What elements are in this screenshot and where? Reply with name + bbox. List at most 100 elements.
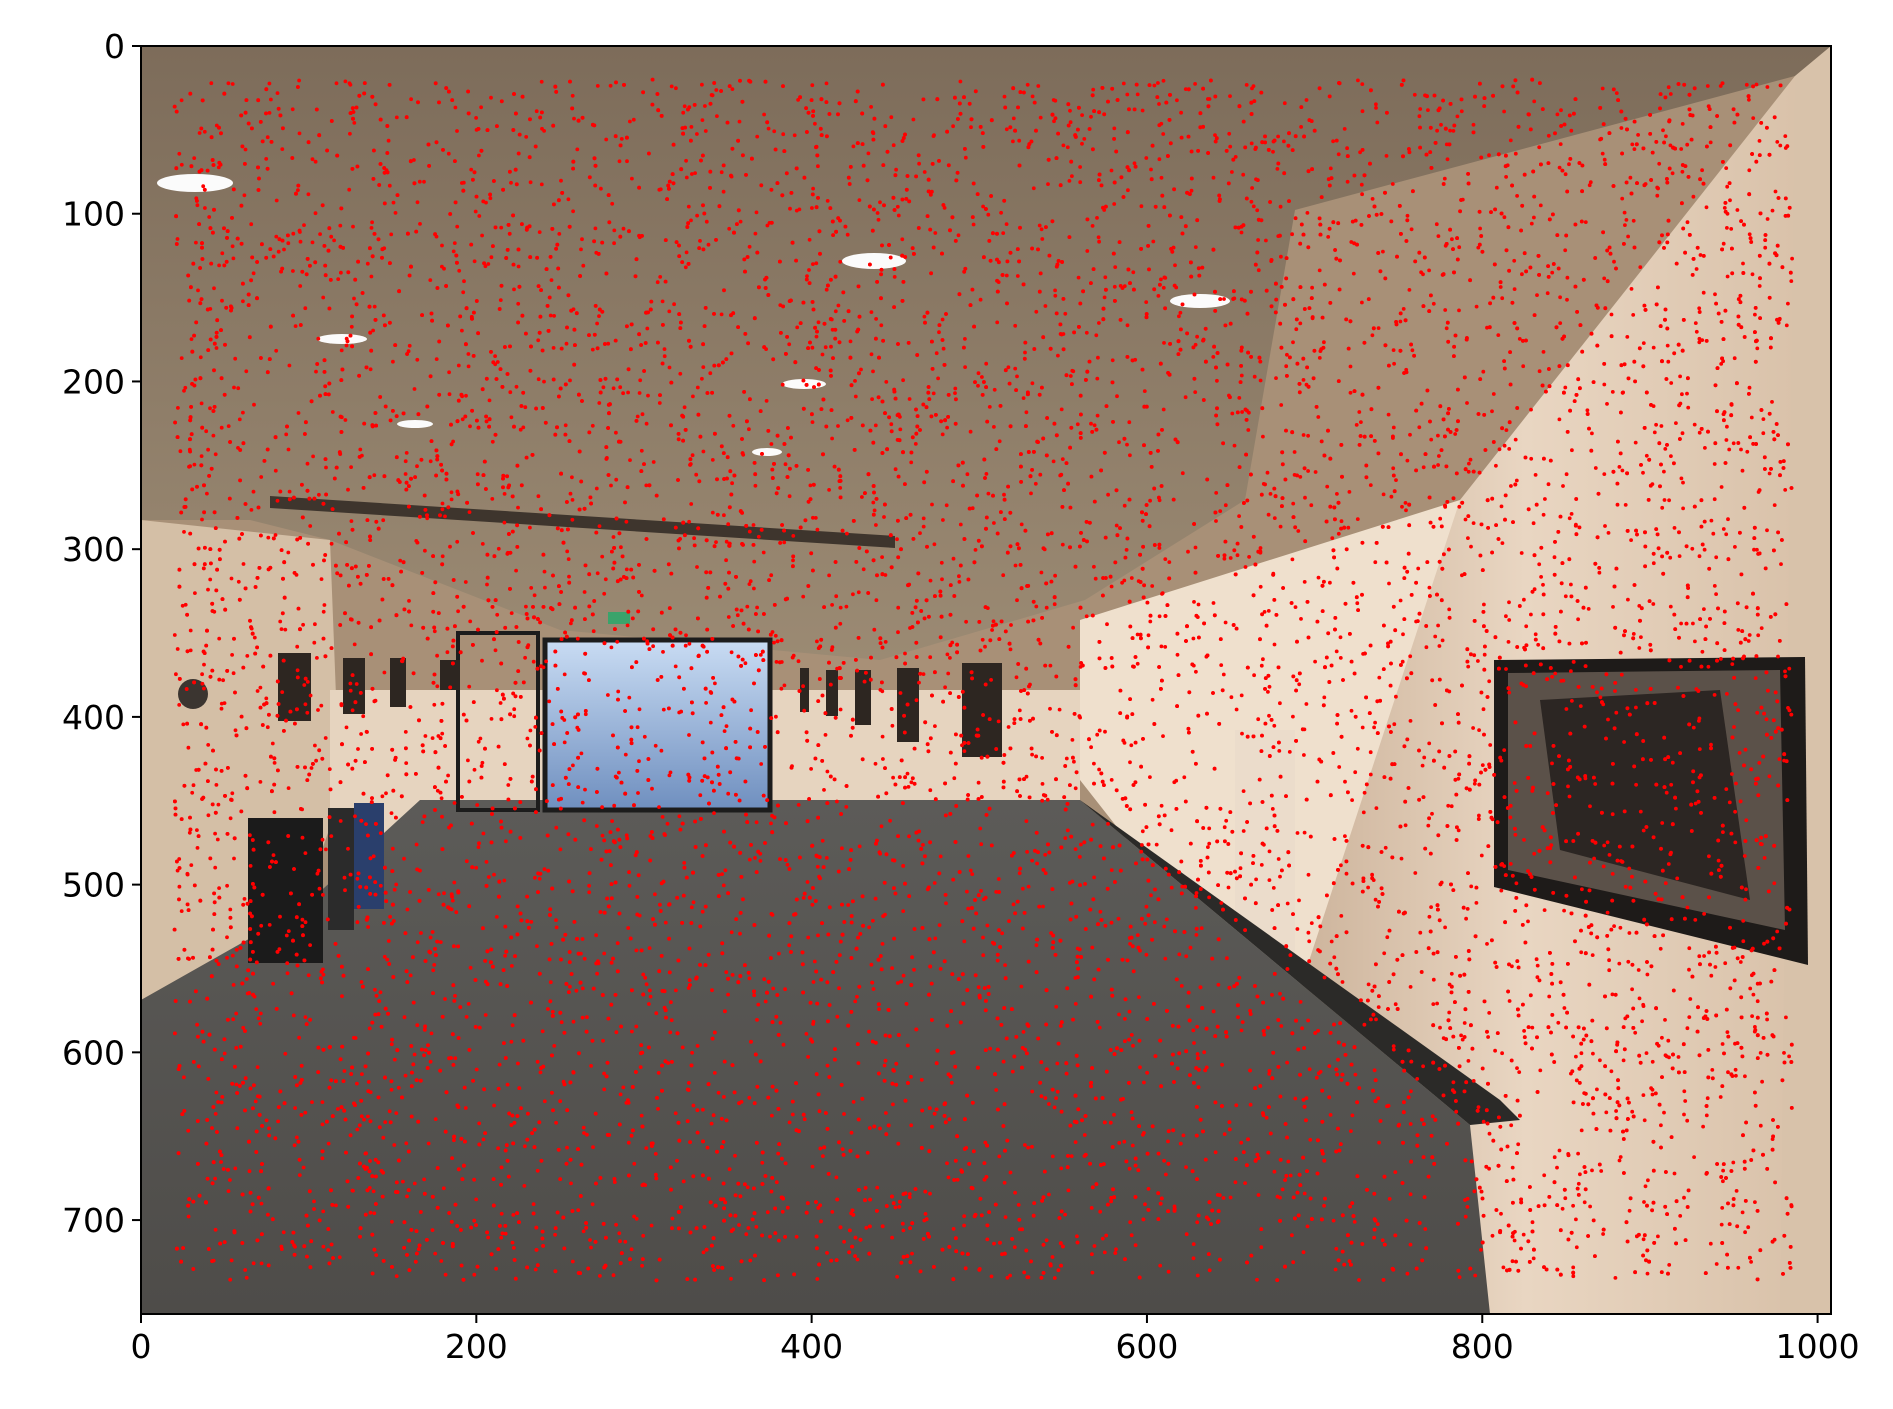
- scatter-point: [1459, 1033, 1463, 1038]
- scatter-point: [525, 736, 530, 741]
- scatter-point: [1724, 532, 1729, 537]
- scatter-point: [1290, 232, 1294, 237]
- scatter-point: [1609, 1069, 1614, 1074]
- scatter-point: [1295, 927, 1300, 931]
- scatter-point: [1002, 1180, 1007, 1185]
- scatter-point: [980, 375, 984, 379]
- scatter-point: [701, 365, 706, 369]
- scatter-point: [1080, 113, 1084, 117]
- scatter-point: [1611, 605, 1615, 609]
- scatter-point: [907, 834, 911, 839]
- scatter-point: [222, 1051, 227, 1056]
- scatter-point: [662, 347, 667, 351]
- scatter-point: [1368, 483, 1373, 487]
- scatter-point: [837, 986, 841, 991]
- scatter-point: [990, 628, 994, 632]
- scatter-point: [824, 81, 829, 86]
- scatter-point: [1144, 952, 1149, 957]
- scatter-point: [1472, 781, 1477, 786]
- scatter-point: [875, 211, 880, 215]
- scatter-point: [220, 251, 225, 256]
- scatter-point: [1541, 582, 1545, 587]
- scatter-point: [303, 1110, 308, 1115]
- scatter-point: [1357, 1086, 1362, 1090]
- scatter-point: [1128, 942, 1132, 946]
- scatter-point: [536, 377, 541, 382]
- scatter-point: [1259, 1245, 1264, 1250]
- scatter-point: [715, 114, 719, 118]
- scatter-point: [1469, 544, 1473, 549]
- scatter-point: [347, 187, 352, 192]
- scatter-point: [1306, 469, 1310, 473]
- scatter-point: [1462, 1021, 1467, 1025]
- scatter-point: [202, 686, 206, 691]
- scatter-point: [1279, 1024, 1284, 1028]
- scatter-point: [825, 1063, 830, 1068]
- scatter-point: [1127, 1166, 1132, 1171]
- scatter-point: [489, 717, 494, 721]
- scatter-point: [1439, 122, 1443, 127]
- scatter-point: [542, 569, 547, 574]
- scatter-point: [628, 119, 632, 124]
- scatter-point: [183, 602, 188, 607]
- scatter-point: [311, 454, 315, 459]
- scatter-point: [1585, 408, 1590, 413]
- scatter-point: [864, 1225, 869, 1230]
- scatter-point: [546, 868, 551, 873]
- scatter-point: [274, 348, 279, 353]
- scatter-point: [910, 1251, 914, 1256]
- scatter-point: [656, 1107, 660, 1111]
- scatter-point: [1490, 409, 1494, 414]
- scatter-point: [1735, 208, 1740, 212]
- scatter-point: [1351, 271, 1356, 276]
- scatter-point: [297, 1035, 301, 1040]
- scatter-point: [1537, 369, 1542, 374]
- scatter-point: [1419, 270, 1423, 275]
- scatter-point: [576, 1208, 581, 1212]
- scatter-point: [284, 933, 289, 938]
- scatter-point: [691, 900, 696, 905]
- scatter-point: [669, 1018, 674, 1023]
- scatter-point: [499, 225, 504, 230]
- scatter-point: [634, 1024, 639, 1029]
- scatter-point: [617, 1231, 622, 1236]
- scatter-point: [1720, 1206, 1725, 1210]
- scatter-point: [1719, 657, 1723, 661]
- scatter-point: [857, 844, 862, 849]
- scatter-point: [1657, 161, 1662, 166]
- scatter-point: [835, 1014, 840, 1019]
- scatter-point: [1667, 498, 1671, 503]
- scatter-point: [209, 81, 214, 86]
- scatter-point: [1563, 385, 1568, 390]
- scatter-point: [1509, 484, 1513, 488]
- scatter-point: [930, 189, 934, 194]
- scatter-point: [1223, 503, 1228, 508]
- scatter-point: [1286, 1159, 1291, 1164]
- scatter-point: [928, 1191, 932, 1196]
- scatter-point: [1465, 401, 1469, 405]
- scatter-point: [1508, 138, 1513, 143]
- scatter-point: [516, 1061, 520, 1066]
- scatter-point: [462, 279, 466, 284]
- scatter-point: [968, 429, 973, 434]
- scatter-point: [1537, 145, 1542, 150]
- scatter-point: [279, 627, 284, 631]
- scatter-point: [1090, 822, 1095, 827]
- scatter-point: [1241, 829, 1246, 833]
- scatter-point: [1030, 752, 1034, 757]
- scatter-point: [1240, 410, 1244, 414]
- scatter-point: [816, 933, 820, 938]
- scatter-point: [601, 1038, 605, 1043]
- scatter-point: [420, 820, 425, 824]
- scatter-point: [531, 659, 536, 664]
- scatter-point: [301, 1165, 306, 1170]
- scatter-point: [1090, 945, 1095, 950]
- scatter-point: [751, 523, 756, 527]
- scatter-point: [678, 371, 683, 376]
- scatter-point: [937, 330, 941, 335]
- scatter-point: [1591, 1051, 1595, 1056]
- scatter-point: [1092, 875, 1096, 880]
- scatter-point: [506, 783, 511, 787]
- scatter-point: [639, 593, 644, 598]
- scatter-point: [1772, 503, 1777, 507]
